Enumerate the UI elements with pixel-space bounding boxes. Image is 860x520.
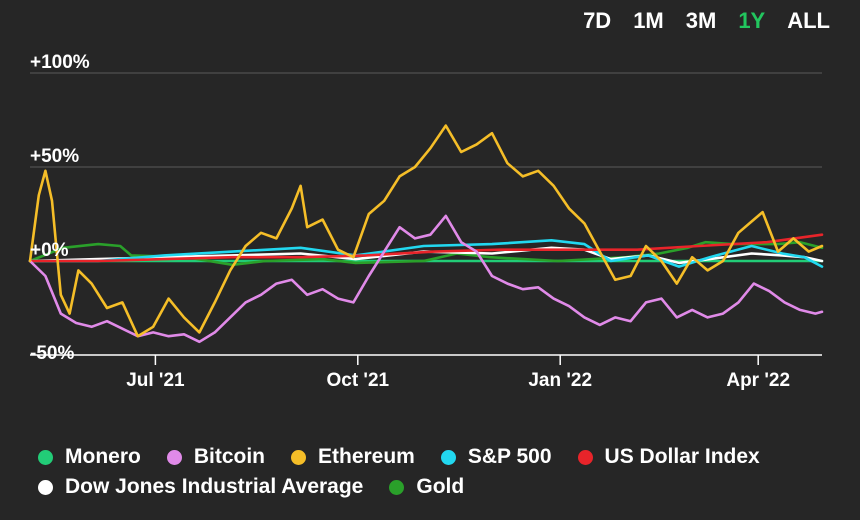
legend-dot-icon <box>440 449 456 465</box>
series-line-ethereum <box>28 124 824 338</box>
legend-dot-icon <box>577 449 593 465</box>
x-tick-label: Apr '22 <box>726 370 790 391</box>
x-tick-label: Jul '21 <box>126 370 185 391</box>
y-tick-label: +0% <box>30 240 69 261</box>
legend-label: Bitcoin <box>193 445 265 468</box>
x-tick-label: Oct '21 <box>326 370 389 391</box>
legend-label: Monero <box>65 445 141 468</box>
legend-item-bitcoin[interactable]: Bitcoin <box>166 444 265 470</box>
range-tab-1y[interactable]: 1Y <box>738 8 766 33</box>
range-tab-3m[interactable]: 3M <box>685 8 717 33</box>
legend-dot-icon <box>38 449 53 465</box>
legend-label: S&P 500 <box>467 445 552 468</box>
y-axis-labels: +100% +50% +0% -50% <box>30 52 90 364</box>
legend-label: US Dollar Index <box>604 445 760 468</box>
y-tick-label: +50% <box>30 146 79 167</box>
legend-dot-icon <box>166 449 182 465</box>
legend-item-monero[interactable]: Monero <box>38 444 141 470</box>
legend-dot-icon <box>291 449 306 465</box>
series-lines <box>28 124 824 344</box>
chart-legend: Monero Bitcoin Ethereum S&P 500 US Dollar In… <box>38 444 838 500</box>
legend-item-us-dollar-index[interactable]: US Dollar Index <box>577 444 760 470</box>
series-line-us-dollar-index <box>28 233 824 263</box>
legend-item-ethereum[interactable]: Ethereum <box>291 444 415 470</box>
legend-dot-icon <box>38 479 53 495</box>
series-line-s-p-500 <box>28 239 824 268</box>
y-tick-label: +100% <box>30 52 90 73</box>
x-tick-label: Jan '22 <box>528 370 592 391</box>
performance-line-chart: Jul '21 Oct '21 Jan '22 Apr '22 +100% +50% +0… <box>28 52 824 391</box>
legend-item-s-p-500[interactable]: S&P 500 <box>440 444 552 470</box>
time-range-selector: 7D 1M 3M 1Y ALL <box>583 8 830 34</box>
range-tab-all[interactable]: ALL <box>787 8 830 33</box>
legend-label: Gold <box>416 475 465 498</box>
series-line-gold <box>28 240 824 267</box>
legend-item-dow-jones-industrial-average[interactable]: Dow Jones Industrial Average <box>38 474 363 500</box>
y-tick-label: -50% <box>30 343 74 364</box>
range-tab-1m[interactable]: 1M <box>633 8 664 33</box>
x-axis: Jul '21 Oct '21 Jan '22 Apr '22 <box>30 354 822 391</box>
range-tab-7d[interactable]: 7D <box>583 8 612 33</box>
legend-label: Ethereum <box>318 445 415 468</box>
legend-item-gold[interactable]: Gold <box>389 474 464 500</box>
legend-dot-icon <box>389 479 405 495</box>
series-line-bitcoin <box>28 214 824 344</box>
gridlines <box>30 72 822 262</box>
legend-label: Dow Jones Industrial Average <box>65 475 364 498</box>
